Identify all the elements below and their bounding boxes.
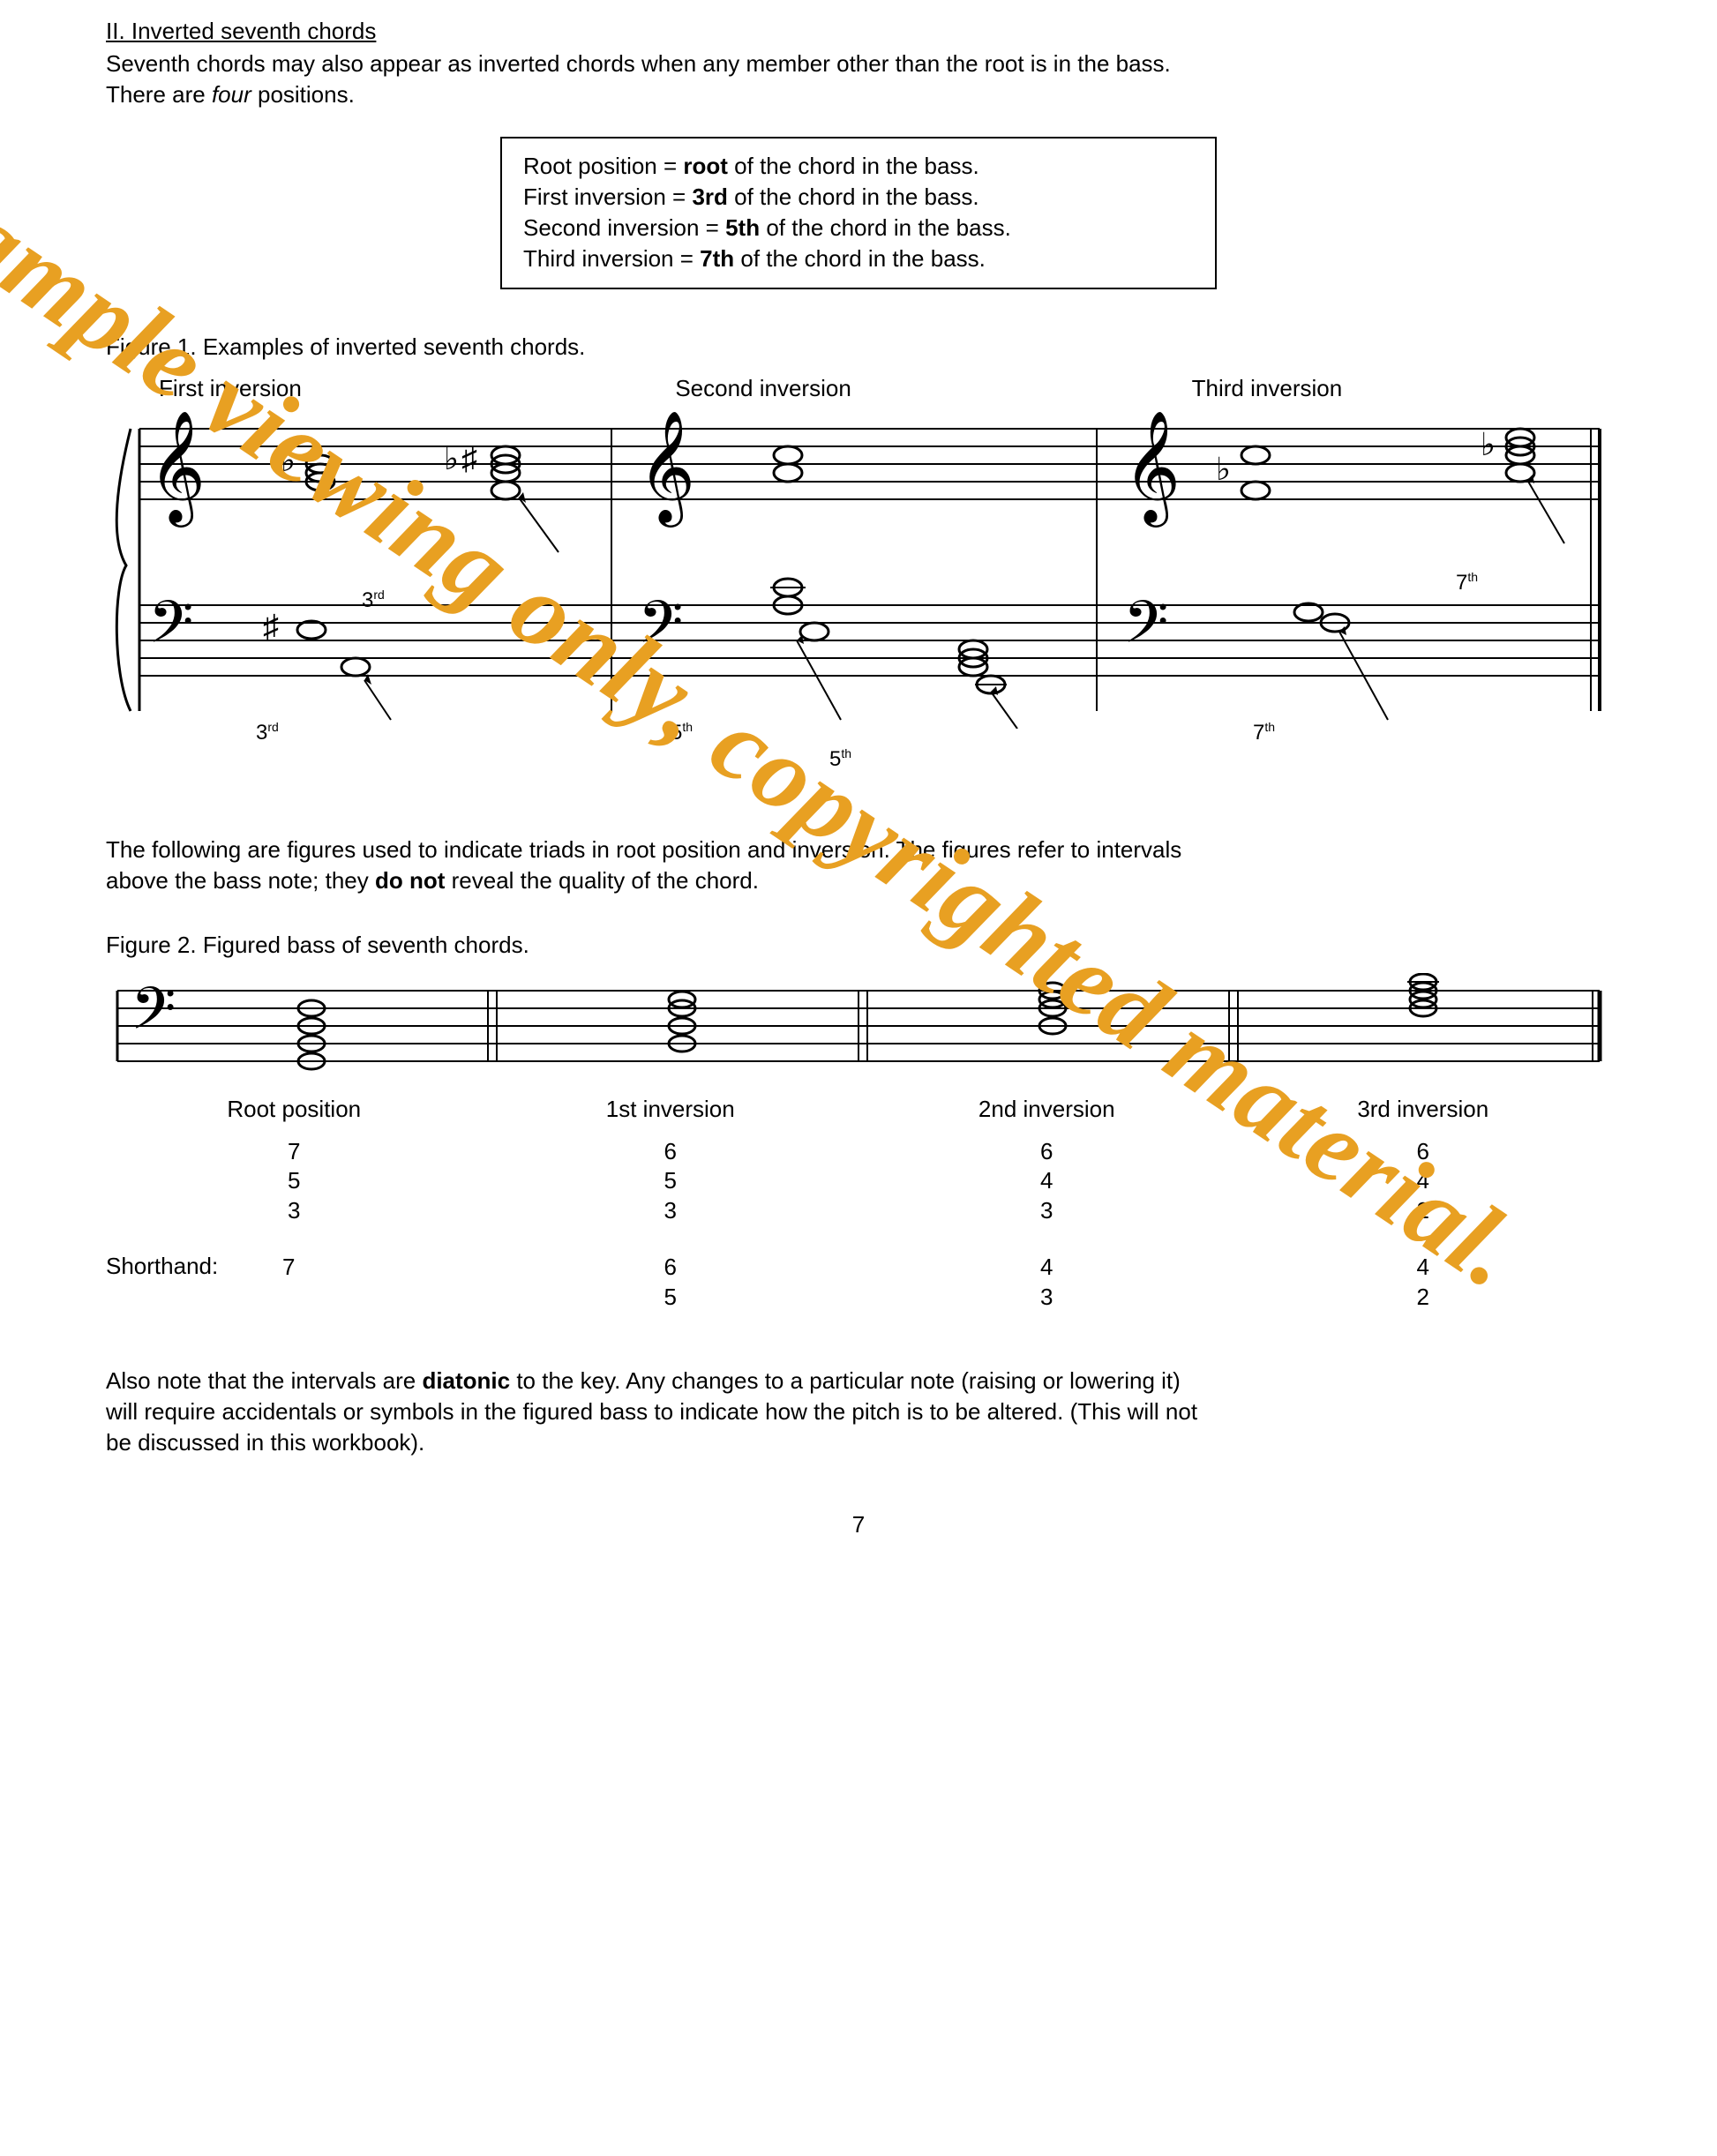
- fb-label-1st: 1st inversion: [483, 1095, 859, 1125]
- intro-line2a: There are: [106, 81, 212, 108]
- positions-row-root: Root position = root of the chord in the…: [523, 151, 1194, 182]
- fb-0-1: 5: [106, 1166, 483, 1196]
- end-line1c: to the key. Any changes to a particular …: [510, 1367, 1181, 1394]
- svg-text:♭: ♭: [1216, 451, 1231, 487]
- svg-text:♯: ♯: [263, 608, 279, 644]
- svg-text:♭: ♭: [1481, 426, 1496, 462]
- sh-3-0: 4: [1235, 1253, 1612, 1283]
- fb-2-2: 3: [858, 1196, 1235, 1226]
- svg-text:𝄞: 𝄞: [148, 412, 206, 528]
- fb-1-0: 6: [483, 1137, 859, 1167]
- mid-line2a: above the bass note; they: [106, 867, 375, 894]
- fb-3-0: 6: [1235, 1137, 1612, 1167]
- sh-col-0: 7: [282, 1253, 483, 1283]
- end-line1a: Also note that the intervals are: [106, 1367, 422, 1394]
- fb-1-1: 5: [483, 1166, 859, 1196]
- sh-col-3: 4 2: [1235, 1253, 1612, 1313]
- annot-3rd-2: 3rd: [256, 720, 279, 745]
- figured-bass-table: Root position 7 5 3 1st inversion 6 5 3 …: [106, 1095, 1611, 1226]
- fb-col-1st: 1st inversion 6 5 3: [483, 1095, 859, 1226]
- pr4a: Third inversion =: [523, 245, 700, 272]
- svg-text:𝄢: 𝄢: [1123, 592, 1168, 670]
- annot-5th-1: 5th: [671, 720, 693, 745]
- intro-line1: Seventh chords may also appear as invert…: [106, 50, 1171, 77]
- page-number: 7: [106, 1511, 1611, 1538]
- sh-2-1: 3: [858, 1283, 1235, 1313]
- svg-text:♭: ♭: [444, 440, 459, 476]
- shorthand-row: Shorthand: 7 6 5 4 3 4 2: [106, 1253, 1611, 1313]
- fb-2-1: 4: [858, 1166, 1235, 1196]
- fb-label-2nd: 2nd inversion: [858, 1095, 1235, 1125]
- svg-text:𝄞: 𝄞: [1123, 412, 1181, 528]
- label-second-inv: Second inversion: [578, 375, 1094, 402]
- endnote-paragraph: Also note that the intervals are diatoni…: [106, 1366, 1611, 1458]
- end-line2: will require accidentals or symbols in t…: [106, 1398, 1197, 1425]
- mid-line1: The following are figures used to indica…: [106, 836, 1181, 863]
- page-content: Sample viewing only, copyrighted materia…: [0, 0, 1717, 1574]
- inversion-labels-row: First inversion Second inversion Third i…: [106, 375, 1611, 402]
- fb-label-3rd: 3rd inversion: [1235, 1095, 1612, 1125]
- section-heading: II. Inverted seventh chords: [106, 18, 1611, 45]
- svg-text:𝄢: 𝄢: [638, 592, 683, 670]
- svg-text:𝄢: 𝄢: [131, 978, 176, 1056]
- positions-row-first: First inversion = 3rd of the chord in th…: [523, 182, 1194, 213]
- mid-line2c: reveal the quality of the chord.: [445, 867, 759, 894]
- annot-7th-1: 7th: [1456, 570, 1478, 595]
- end-line1b: diatonic: [422, 1367, 510, 1394]
- sh-3-1: 2: [1235, 1283, 1612, 1313]
- pr4c: of the chord in the bass.: [734, 245, 986, 272]
- intro-line2-em: four: [212, 81, 251, 108]
- fb-0-0: 7: [106, 1137, 483, 1167]
- pr2c: of the chord in the bass.: [728, 183, 979, 210]
- svg-text:♭: ♭: [281, 442, 296, 478]
- svg-text:𝄢: 𝄢: [148, 592, 193, 670]
- sh-2-0: 4: [858, 1253, 1235, 1283]
- end-line3: be discussed in this workbook).: [106, 1429, 424, 1456]
- pr1a: Root position =: [523, 153, 683, 179]
- figure1-caption: Figure 1. Examples of inverted seventh c…: [106, 333, 1611, 361]
- intro-paragraph: Seventh chords may also appear as invert…: [106, 49, 1611, 110]
- sh-1-0: 6: [483, 1253, 859, 1283]
- intro-line2b: positions.: [251, 81, 355, 108]
- figure1-grand-staff: 𝄞 𝄞 𝄞 𝄢 𝄢 𝄢 ♭ ♯ ♭ ♯: [106, 411, 1611, 729]
- annot-3rd-1: 3rd: [362, 588, 385, 613]
- positions-definition-box: Root position = root of the chord in the…: [500, 137, 1217, 288]
- figure2-caption: Figure 2. Figured bass of seventh chords…: [106, 932, 1611, 959]
- fb-label-root: Root position: [106, 1095, 483, 1125]
- pr2a: First inversion =: [523, 183, 692, 210]
- svg-text:𝄞: 𝄞: [638, 412, 695, 528]
- positions-row-third: Third inversion = 7th of the chord in th…: [523, 243, 1194, 274]
- fb-col-3rd: 3rd inversion 6 4 2: [1235, 1095, 1612, 1226]
- sh-0-0: 7: [282, 1253, 483, 1283]
- svg-text:♯: ♯: [461, 440, 477, 476]
- fb-3-2: 2: [1235, 1196, 1612, 1226]
- pr4b: 7th: [700, 245, 734, 272]
- mid-line2b: do not: [375, 867, 445, 894]
- label-third-inv: Third inversion: [1095, 375, 1611, 402]
- mid-paragraph: The following are figures used to indica…: [106, 835, 1611, 896]
- annot-5th-2: 5th: [829, 746, 851, 772]
- annot-7th-2: 7th: [1253, 720, 1275, 745]
- label-first-inv: First inversion: [106, 375, 578, 402]
- fb-1-2: 3: [483, 1196, 859, 1226]
- shorthand-label: Shorthand:: [106, 1253, 282, 1280]
- fb-2-0: 6: [858, 1137, 1235, 1167]
- fb-col-root: Root position 7 5 3: [106, 1095, 483, 1226]
- sh-1-1: 5: [483, 1283, 859, 1313]
- positions-row-second: Second inversion = 5th of the chord in t…: [523, 213, 1194, 243]
- pr3b: 5th: [725, 214, 760, 241]
- sh-col-2: 4 3: [858, 1253, 1235, 1313]
- fb-col-2nd: 2nd inversion 6 4 3: [858, 1095, 1235, 1226]
- pr2b: 3rd: [692, 183, 727, 210]
- fb-0-2: 3: [106, 1196, 483, 1226]
- fb-3-1: 4: [1235, 1166, 1612, 1196]
- sh-col-1: 6 5: [483, 1253, 859, 1313]
- pr1c: of the chord in the bass.: [728, 153, 979, 179]
- pr3a: Second inversion =: [523, 214, 725, 241]
- pr1b: root: [683, 153, 728, 179]
- figure2-staff: 𝄢: [106, 973, 1611, 1079]
- pr3c: of the chord in the bass.: [760, 214, 1011, 241]
